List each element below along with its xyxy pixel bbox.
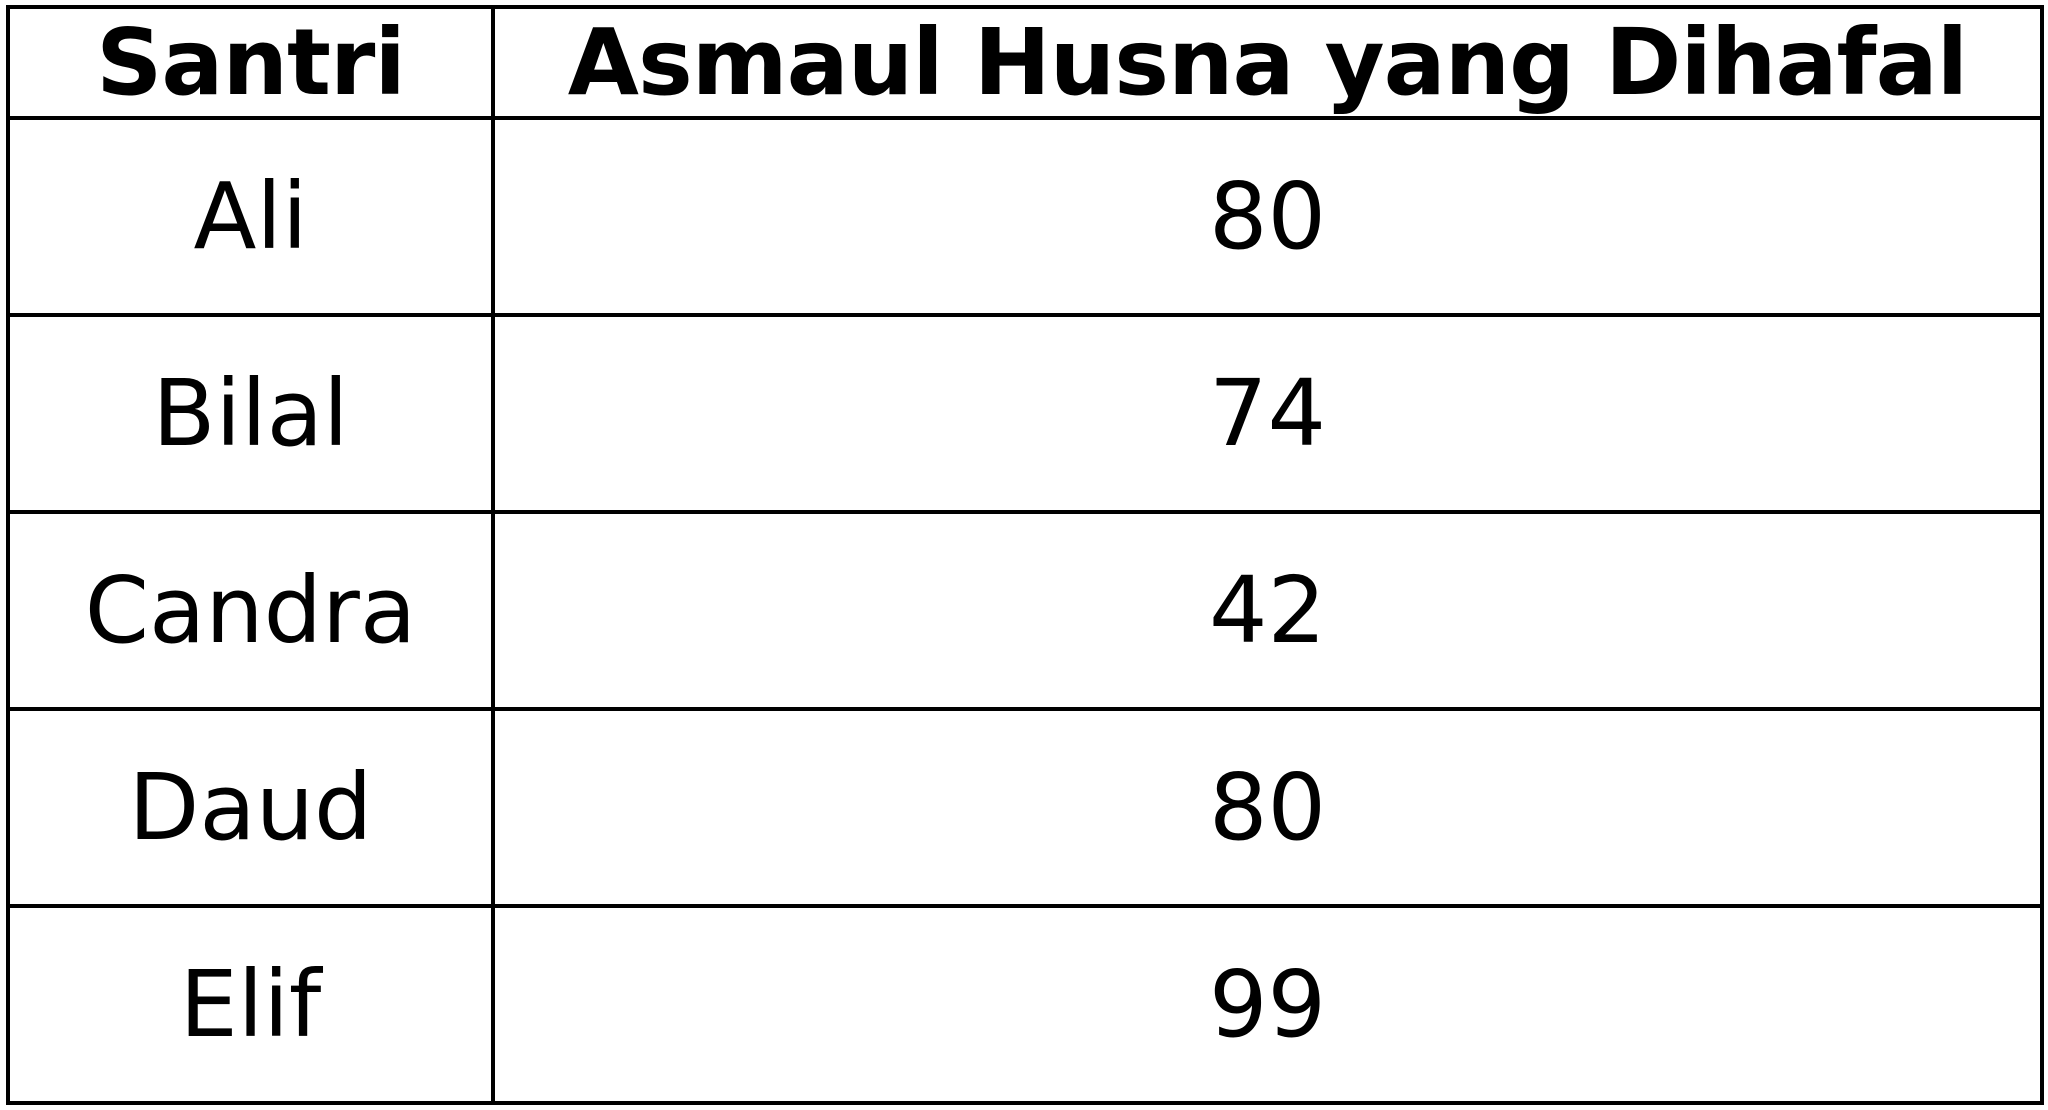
cell-count: 42 xyxy=(491,510,2044,711)
table-row: Ali 80 xyxy=(6,116,2044,317)
cell-count: 80 xyxy=(491,707,2044,908)
table-row: Daud 80 xyxy=(6,707,2044,908)
cell-count: 80 xyxy=(491,116,2044,317)
cell-santri: Elif xyxy=(6,904,495,1105)
table-row: Elif 99 xyxy=(6,904,2044,1105)
cell-santri: Candra xyxy=(6,510,495,711)
table-container: Santri Asmaul Husna yang Dihafal Ali 80 … xyxy=(6,5,2044,1105)
table-row: Bilal 74 xyxy=(6,313,2044,514)
cell-santri: Bilal xyxy=(6,313,495,514)
data-table: Santri Asmaul Husna yang Dihafal Ali 80 … xyxy=(6,5,2044,1105)
header-santri: Santri xyxy=(6,5,495,120)
header-asmaul-husna: Asmaul Husna yang Dihafal xyxy=(491,5,2044,120)
cell-santri: Ali xyxy=(6,116,495,317)
table-row: Candra 42 xyxy=(6,510,2044,711)
cell-count: 99 xyxy=(491,904,2044,1105)
cell-santri: Daud xyxy=(6,707,495,908)
table-header-row: Santri Asmaul Husna yang Dihafal xyxy=(6,5,2044,120)
cell-count: 74 xyxy=(491,313,2044,514)
